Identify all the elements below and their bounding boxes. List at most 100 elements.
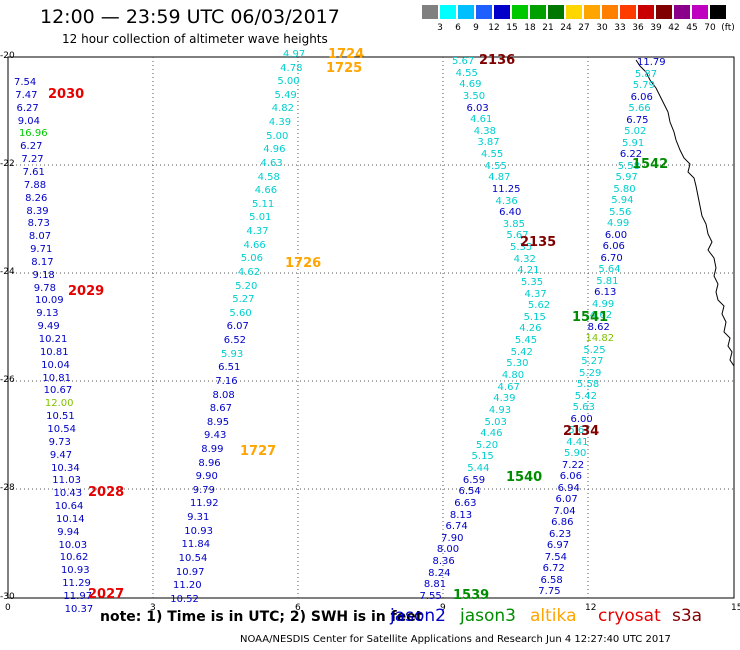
wave-height-label: 5.15	[523, 311, 546, 323]
wave-height-label: 11.25	[491, 183, 521, 195]
y-tick-label: -26	[0, 375, 15, 385]
wave-height-label: 4.62	[589, 310, 613, 321]
wave-height-label: 8.73	[27, 218, 50, 230]
pass-number-2135: 2135	[520, 235, 557, 250]
wave-height-label: 11.29	[62, 578, 91, 590]
wave-height-label: 4.78	[280, 62, 303, 74]
wave-height-label: 6.72	[542, 563, 565, 574]
wave-height-label: 6.03	[466, 102, 489, 114]
wave-height-label: 4.21	[517, 265, 540, 277]
wave-height-label: 7.22	[561, 459, 585, 471]
wave-height-label: 5.42	[574, 390, 598, 402]
colorbar-swatch	[566, 5, 583, 19]
wave-height-label: 5.25	[583, 344, 606, 356]
wave-height-label: 4.58	[257, 171, 280, 183]
wave-height-label: 6.06	[559, 471, 583, 482]
wave-height-label: 5.67	[506, 230, 529, 242]
wave-height-label: 6.86	[551, 517, 574, 528]
wave-height-label: 5.27	[232, 294, 255, 306]
grid-lines	[8, 57, 734, 598]
wave-height-label: 8.26	[25, 192, 48, 204]
wave-height-label: 5.93	[220, 348, 244, 360]
colorbar-label: 21	[542, 23, 554, 33]
wave-height-label: 3.87	[477, 137, 500, 149]
wave-height-label: 8.07	[28, 231, 52, 243]
wave-height-label: 10.54	[47, 423, 76, 435]
wave-height-label: 11.79	[637, 57, 666, 68]
wave-height-label: 10.04	[41, 359, 70, 371]
colorbar-swatch	[710, 5, 727, 19]
wave-height-label: 10.09	[35, 295, 64, 307]
colorbar-swatch	[656, 5, 673, 19]
plot-frame	[7, 56, 735, 599]
wave-height-label: 4.55	[455, 67, 478, 79]
wave-height-label: 4.99	[591, 298, 615, 310]
wave-height-label: 9.71	[30, 244, 53, 256]
wave-height-label: 6.54	[458, 486, 481, 498]
pass-number-1542: 1542	[632, 157, 669, 172]
colorbar-label: 27	[578, 23, 590, 33]
wave-height-label: 6.74	[445, 521, 468, 533]
wave-height-label: 4.36	[495, 195, 518, 207]
wave-height-label: 4.66	[254, 185, 278, 197]
wave-height-label: 8.99	[201, 443, 224, 455]
colorbar-swatch	[620, 5, 637, 19]
colorbar-swatch	[548, 5, 565, 19]
colorbar-label: 30	[596, 23, 608, 33]
wave-height-label: 4.63	[260, 157, 283, 169]
wave-height-label: 4.41	[566, 436, 589, 448]
wave-height-label: 10.93	[60, 565, 90, 577]
pass-number-1726: 1726	[285, 256, 322, 271]
wave-height-label: 6.13	[594, 287, 617, 298]
wave-height-label: 5.49	[274, 89, 297, 101]
wave-height-label: 8.17	[31, 256, 54, 268]
colorbar-swatch	[476, 5, 493, 19]
wave-height-label: 5.06	[240, 253, 263, 265]
wave-height-label: 5.79	[632, 80, 655, 91]
legend-jason2: jason2	[390, 606, 446, 626]
wave-height-label: 7.47	[15, 89, 38, 101]
wave-height-label: 5.56	[609, 206, 632, 218]
colorbar-label: 33	[614, 23, 626, 33]
pass-number-1541: 1541	[572, 310, 609, 325]
wave-height-label: 5.01	[249, 212, 272, 224]
wave-height-label: 14.82	[585, 333, 615, 344]
colorbar-swatch	[674, 5, 691, 19]
wave-height-label: 11.03	[52, 475, 81, 487]
wave-height-label: 7.55	[419, 590, 442, 602]
wave-height-label: 5.35	[509, 242, 533, 254]
wave-height-label: 8.96	[198, 457, 221, 469]
wave-height-label: 10.34	[51, 462, 80, 474]
wave-height-label: 10.67	[43, 385, 73, 397]
colorbar-label: 45	[686, 23, 698, 33]
wave-height-label: 5.20	[235, 280, 258, 292]
wave-height-label: 6.06	[602, 241, 625, 252]
colorbar-swatch	[692, 5, 709, 19]
colorbar-label: 6	[455, 23, 461, 33]
colorbar-label: (ft)	[721, 23, 735, 33]
wave-height-label: 6.23	[549, 528, 572, 540]
wave-height-label: 7.16	[215, 375, 238, 387]
wave-height-label: 9.31	[187, 512, 210, 524]
colorbar-label: 70	[704, 23, 716, 33]
wave-height-label: 9.47	[49, 449, 73, 461]
wave-height-label: 10.54	[178, 552, 208, 564]
wave-height-label: 10.81	[39, 346, 69, 358]
wave-height-label: 5.97	[615, 172, 638, 183]
wave-height-label: 8.00	[436, 544, 460, 556]
wave-height-label: 9.04	[17, 115, 40, 127]
legend-cryosat: cryosat	[598, 606, 661, 626]
pass-number-1727: 1727	[240, 444, 277, 459]
wave-height-label: 5.30	[506, 358, 529, 370]
wave-height-label: 5.42	[510, 346, 533, 358]
x-tick-label: 9	[440, 603, 446, 613]
wave-height-label: 7.61	[22, 166, 45, 178]
pass-number-1725: 1725	[326, 61, 363, 76]
wave-height-label: 16.96	[18, 128, 48, 140]
x-tick-label: 6	[295, 603, 301, 613]
colorbar-label: 18	[524, 23, 536, 33]
wave-height-label: 6.22	[619, 149, 643, 160]
wave-height-label: 3.50	[462, 90, 486, 102]
wave-height-label: 4.82	[271, 103, 294, 115]
wave-height-label: 4.46	[480, 428, 503, 440]
